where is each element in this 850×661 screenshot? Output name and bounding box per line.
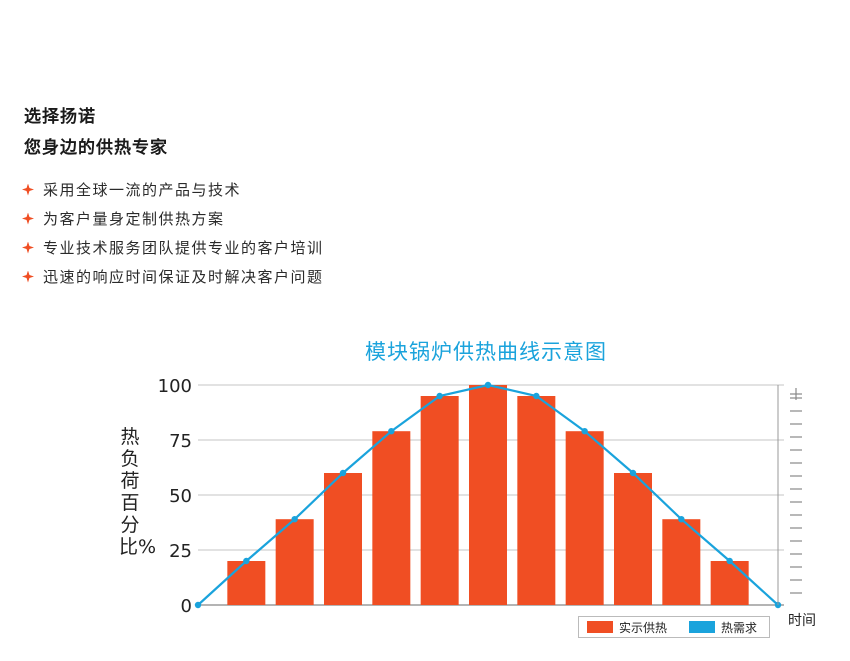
bar-supply-6 [469, 385, 507, 605]
right-scale-marks [777, 385, 802, 605]
demand-point [484, 381, 492, 389]
headline-tagline: 您身边的供热专家 [24, 138, 168, 158]
chart-title: 模块锅炉供热曲线示意图 [365, 340, 607, 364]
legend-label-supply: 实示供热 [619, 620, 668, 635]
demand-point [678, 516, 685, 523]
bar-supply-2 [275, 519, 314, 605]
list-item: 专业技术服务团队提供专业的客户培训 [22, 233, 324, 262]
y-tick-label: 25 [169, 541, 192, 562]
demand-point [339, 469, 347, 477]
feature-text: 采用全球一流的产品与技术 [43, 181, 242, 199]
bar-supply-10 [662, 519, 701, 605]
y-tick-label: 50 [169, 486, 192, 507]
bar-supply-1 [227, 561, 266, 605]
y-tick-label: 0 [181, 596, 192, 617]
demand-point [629, 469, 637, 477]
y-tick-labels: 0 25 50 75 100 [158, 376, 192, 617]
bar-supply-8 [565, 431, 604, 605]
headline-brand: 选择扬诺 [24, 107, 96, 127]
bar-supply-3 [324, 473, 362, 605]
legend-swatch-demand [689, 621, 716, 633]
demand-point [194, 601, 202, 609]
bar-supply-4 [372, 431, 411, 605]
demand-point [533, 392, 540, 400]
demand-point [436, 392, 443, 400]
y-tick-label: 100 [158, 376, 192, 397]
feature-text: 为客户量身定制供热方案 [43, 210, 225, 228]
demand-point [243, 557, 250, 565]
bar-supply-11 [710, 561, 749, 605]
demand-point [291, 516, 298, 523]
demand-point [726, 557, 733, 565]
bar-supply-5 [420, 396, 459, 605]
feature-text: 专业技术服务团队提供专业的客户培训 [43, 239, 324, 257]
demand-point [388, 428, 395, 435]
bar-supply-7 [517, 396, 556, 605]
legend-label-demand: 热需求 [721, 620, 758, 635]
list-item: 采用全球一流的产品与技术 [22, 175, 324, 204]
demand-point [581, 428, 588, 435]
legend-swatch-supply [587, 621, 613, 633]
feature-list: 采用全球一流的产品与技术 为客户量身定制供热方案 专业技术服务团队提供专业的客户… [22, 175, 324, 291]
list-item: 为客户量身定制供热方案 [22, 204, 324, 233]
y-tick-label: 75 [169, 431, 192, 452]
chart-legend: 实示供热 热需求 [578, 616, 770, 638]
bar-supply-9 [614, 473, 652, 605]
feature-text: 迅速的响应时间保证及时解决客户问题 [43, 268, 324, 286]
x-axis-label: 时间 [788, 613, 816, 629]
bars [227, 385, 749, 605]
demand-line [194, 381, 782, 609]
list-item: 迅速的响应时间保证及时解决客户问题 [22, 262, 324, 291]
